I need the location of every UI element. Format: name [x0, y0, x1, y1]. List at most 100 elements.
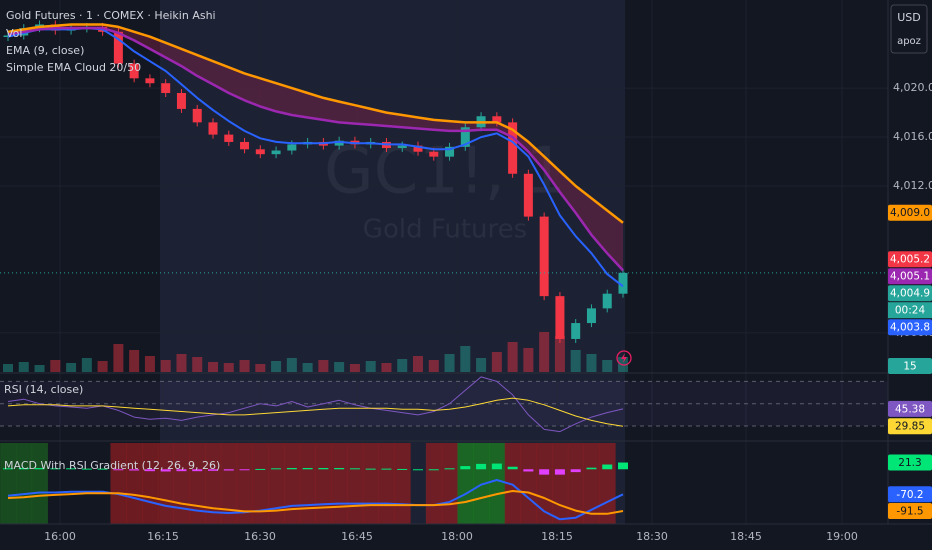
volume-bar — [50, 360, 61, 372]
rsi-zone — [283, 443, 301, 524]
candle-body — [224, 134, 234, 142]
time-label: 18:15 — [541, 530, 573, 543]
rsi-value-label: 29.85 — [895, 421, 925, 433]
candle-body — [145, 78, 155, 84]
candle-body — [460, 127, 470, 147]
histogram-bar — [18, 467, 29, 470]
volume-bar — [176, 354, 187, 372]
candle-body — [555, 296, 565, 339]
rsi-zone — [567, 443, 585, 524]
ema-line — [7, 23, 624, 224]
time-label: 18:45 — [730, 530, 762, 543]
histogram-bar — [176, 469, 187, 472]
histogram-bar — [192, 469, 203, 472]
histogram-bar — [208, 469, 218, 471]
candle-body — [271, 150, 281, 155]
candle-body — [240, 141, 250, 150]
volume-bar — [18, 362, 29, 372]
histogram-bar — [271, 468, 282, 470]
volume-bar — [302, 363, 313, 372]
user: apoz — [897, 36, 921, 47]
macd-line — [7, 490, 624, 515]
candle-body — [539, 216, 549, 297]
histogram-bar — [507, 466, 518, 470]
histogram-bar — [586, 467, 597, 470]
histogram-bar — [349, 468, 360, 470]
rsi-zone — [362, 443, 380, 524]
price-label: 4,004.9 — [890, 288, 930, 300]
histogram-bar — [50, 468, 61, 470]
volume-bar — [334, 362, 345, 372]
rsi-zone — [583, 443, 600, 524]
histogram-value-label-box — [888, 454, 932, 471]
rsi-zone — [205, 443, 222, 524]
volume-bar — [554, 336, 565, 372]
histogram-bar — [491, 463, 502, 470]
histogram-bar — [570, 469, 581, 473]
histogram-bar — [81, 468, 92, 470]
macd-value-label: -70.2 — [896, 489, 923, 501]
rsi-zone — [473, 443, 490, 524]
rsi-zone — [157, 443, 175, 524]
rsi-line — [7, 397, 624, 427]
time-label: 19:00 — [826, 530, 858, 543]
watermark-name: Gold Futures — [363, 215, 527, 245]
histogram-bar — [3, 468, 13, 470]
histogram-bar — [160, 469, 171, 472]
histogram-bar — [286, 467, 297, 470]
volume-bar — [491, 352, 502, 372]
histogram-bar — [255, 468, 266, 470]
rsi-zone — [504, 443, 521, 524]
histogram-bar — [113, 469, 124, 471]
candle-body — [176, 93, 186, 109]
histogram-bar — [397, 468, 408, 470]
rsi-zone — [173, 443, 190, 524]
rsi-zone — [552, 443, 569, 524]
rsi-zone — [457, 443, 474, 524]
alert-icon[interactable] — [616, 350, 632, 366]
rsi-zone — [536, 443, 553, 524]
countdown: 00:24 — [895, 305, 926, 317]
histogram-bar — [239, 469, 250, 471]
price-tick-label: 4,016.0 — [893, 130, 932, 143]
macd-value-label-box — [888, 486, 932, 503]
candle-body — [445, 146, 455, 157]
time-label: 16:15 — [147, 530, 179, 543]
candle-body — [129, 63, 139, 79]
volume-bar — [539, 332, 550, 372]
volume-bar — [602, 360, 613, 372]
rsi-zone — [520, 443, 537, 524]
volume-bar — [192, 357, 203, 372]
volume-bar — [413, 356, 423, 372]
histogram-bar — [223, 469, 234, 471]
volume-bar — [570, 350, 581, 372]
volume-bar — [3, 364, 13, 372]
candle-body — [618, 272, 628, 294]
rsi-title: RSI (14, close) — [4, 383, 83, 396]
ema-line — [7, 27, 624, 288]
volume-bar — [523, 348, 534, 372]
volume-bar — [223, 363, 234, 372]
rsi-zone — [425, 443, 443, 524]
volume-bar — [286, 358, 297, 372]
volume-bar — [160, 360, 171, 372]
rsi-value-label-box — [888, 418, 932, 435]
indicator-label: Vol — [6, 27, 22, 40]
candle-body — [113, 31, 123, 64]
candle-body — [255, 149, 265, 155]
rsi-value-label-box — [888, 400, 932, 417]
histogram-bar — [381, 468, 392, 470]
rsi-zone — [252, 443, 269, 524]
price-label-box — [888, 251, 932, 268]
time-label: 16:30 — [244, 530, 276, 543]
histogram-bar — [144, 469, 155, 472]
volume-bar — [476, 358, 487, 372]
histogram-bar — [618, 462, 628, 470]
rsi-zone — [315, 443, 332, 524]
currency-button[interactable] — [890, 4, 928, 54]
time-label: 18:00 — [441, 530, 473, 543]
chart-title: Gold Futures · 1 · COMEX · Heikin Ashi — [6, 9, 216, 22]
histogram-bar — [34, 467, 45, 470]
volume-label-box — [888, 358, 932, 374]
